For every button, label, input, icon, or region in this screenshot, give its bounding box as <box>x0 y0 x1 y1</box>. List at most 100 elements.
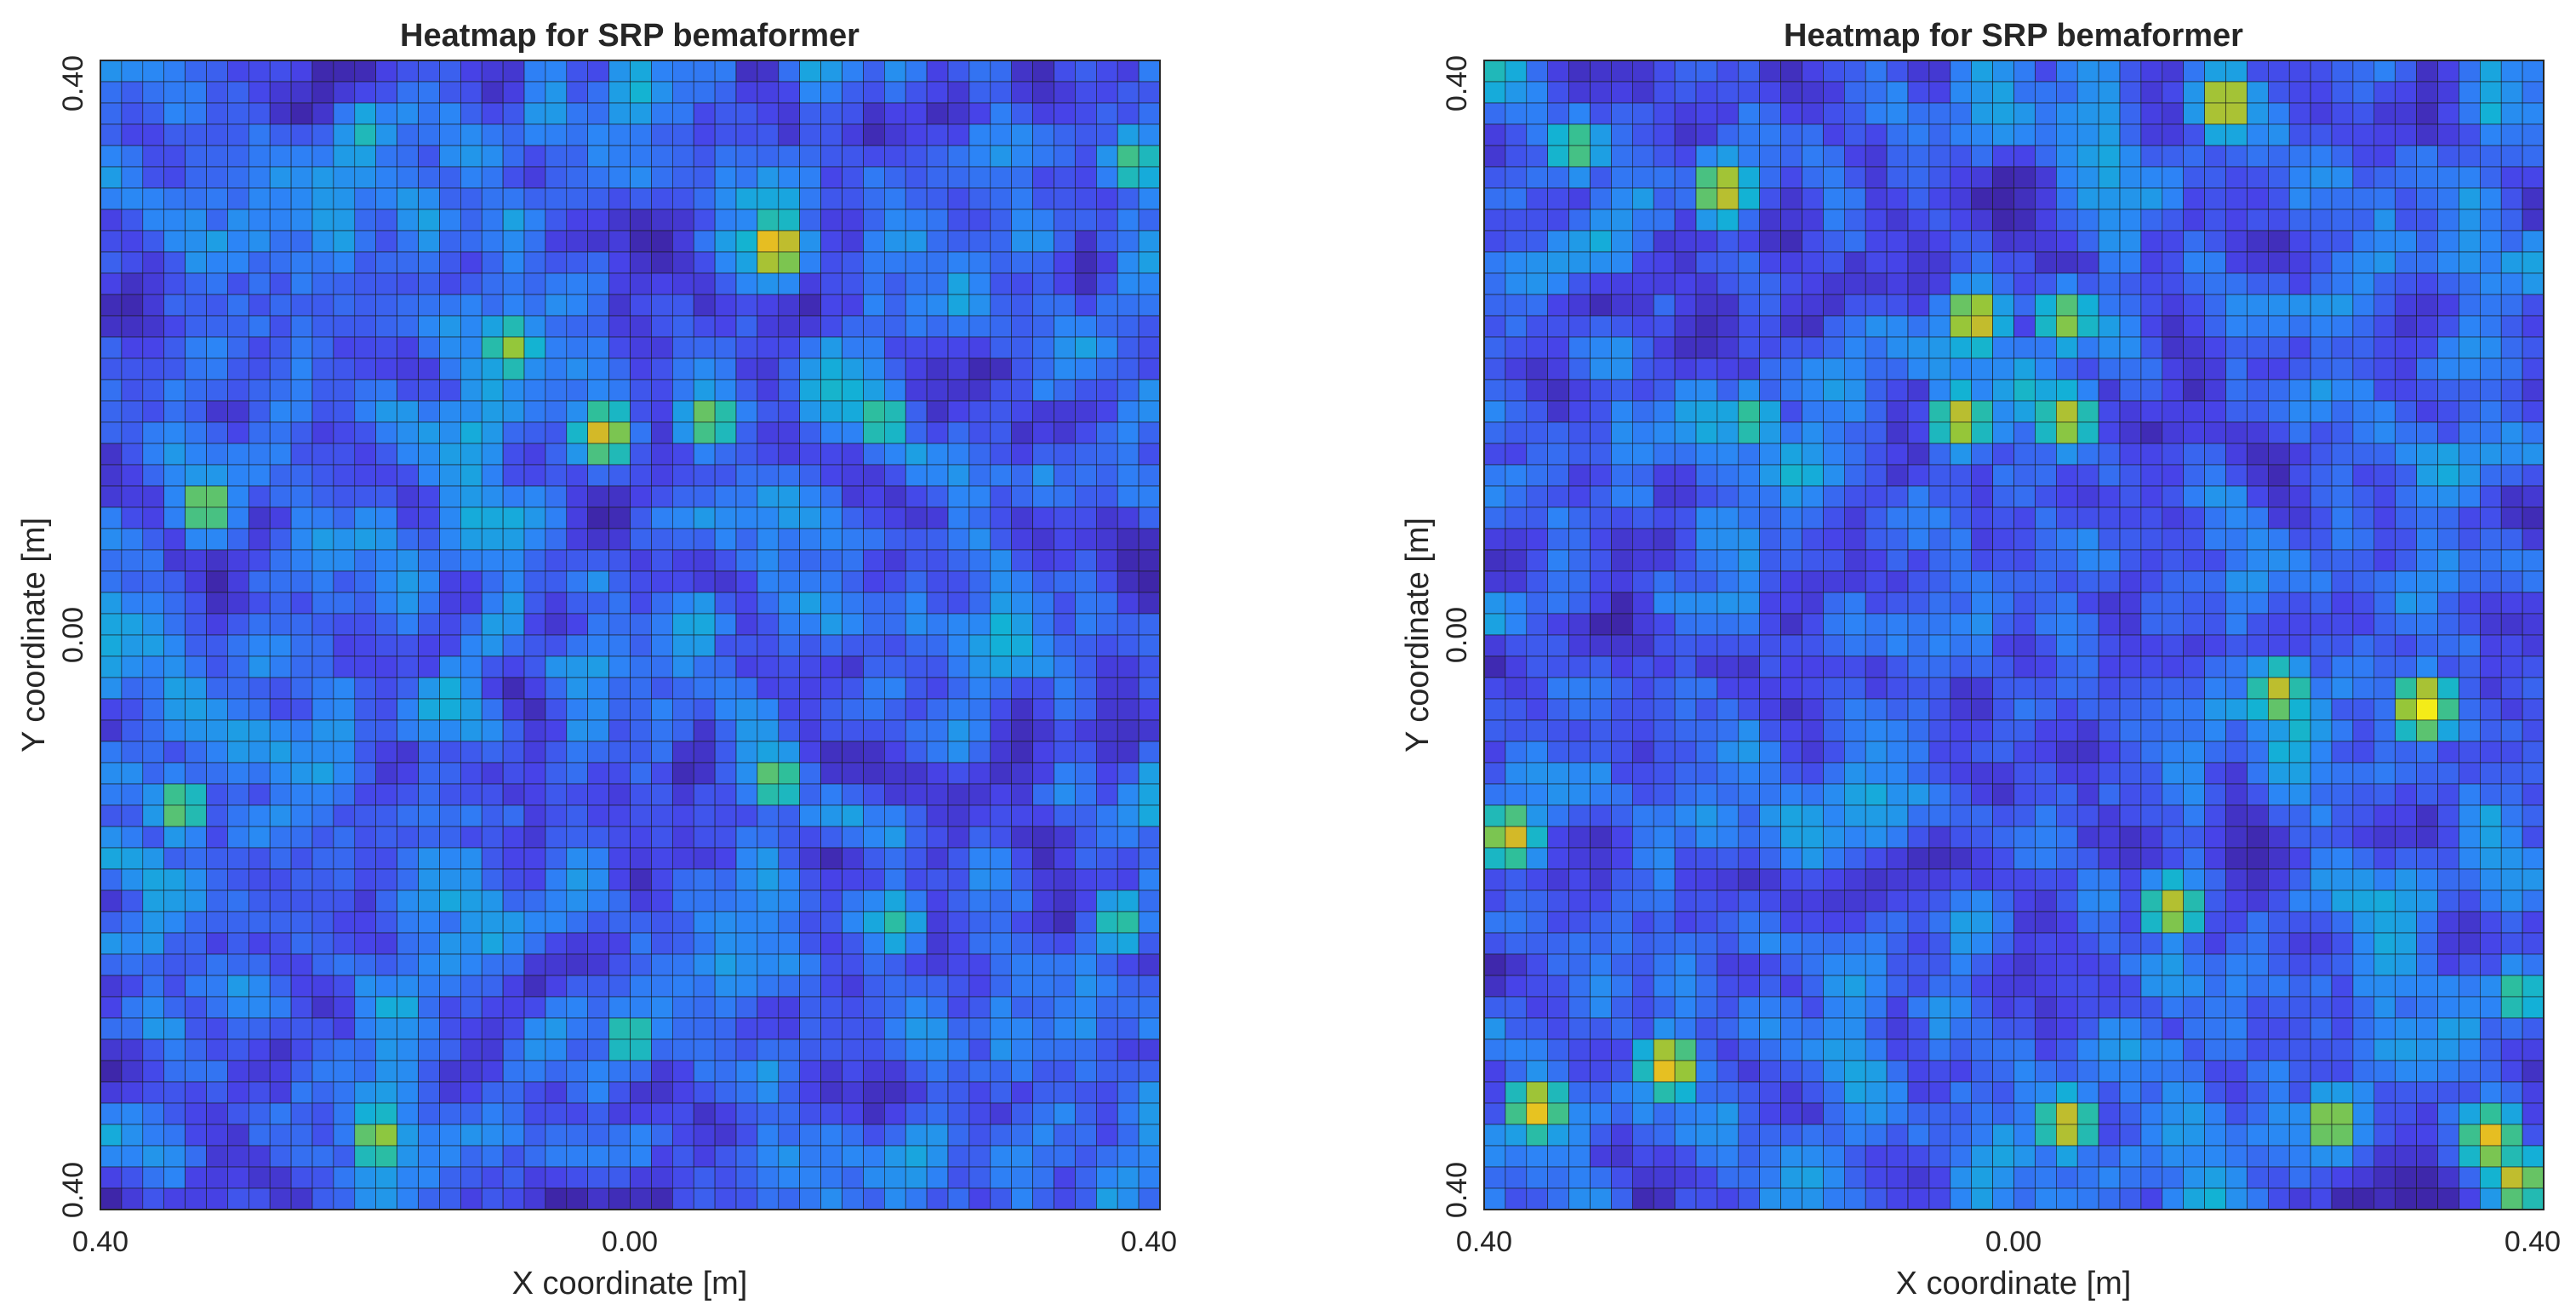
heatmap-cell <box>439 485 461 508</box>
heatmap-cell <box>185 464 207 487</box>
heatmap-cell <box>1632 166 1654 189</box>
heatmap-cell <box>290 996 313 1019</box>
heatmap-cell <box>2183 315 2205 338</box>
heatmap-cell <box>1886 485 1909 508</box>
heatmap-cell <box>1844 123 1866 146</box>
heatmap-cell <box>1653 975 1676 998</box>
heatmap-cell <box>820 1124 842 1147</box>
heatmap-cell <box>842 804 864 827</box>
heatmap-cell <box>799 123 821 146</box>
heatmap-cell <box>418 485 440 508</box>
heatmap-cell <box>2247 166 2269 189</box>
heatmap-cell <box>799 421 821 444</box>
heatmap-cell <box>439 890 461 912</box>
heatmap-cell <box>1674 613 1697 636</box>
heatmap-cell <box>2056 123 2078 146</box>
heatmap-cell <box>1928 890 1951 912</box>
heatmap-cell <box>1823 336 1845 359</box>
heatmap-cell <box>1844 294 1866 317</box>
heatmap-cell <box>2247 613 2269 636</box>
heatmap-cell <box>735 209 758 232</box>
heatmap-cell <box>2119 677 2142 700</box>
heatmap-cell <box>1695 358 1718 380</box>
heatmap-cell <box>418 315 440 338</box>
heatmap-cell <box>1695 847 1718 870</box>
heatmap-cell <box>1823 294 1845 317</box>
heatmap-cell <box>905 1017 928 1040</box>
heatmap-cell <box>1695 251 1718 274</box>
heatmap-cell <box>439 975 461 998</box>
heatmap-cell <box>566 634 588 657</box>
heatmap-cell <box>1117 145 1139 168</box>
heatmap-cell <box>1011 1187 1033 1210</box>
heatmap-cell <box>1674 443 1697 466</box>
heatmap-cell <box>460 464 483 487</box>
heatmap-cell <box>2183 506 2205 529</box>
heatmap-cell <box>121 953 144 976</box>
heatmap-cell <box>1117 81 1139 104</box>
heatmap-cell <box>1674 655 1697 678</box>
heatmap-cell <box>1075 187 1097 210</box>
heatmap-cell <box>799 592 821 615</box>
heatmap-cell <box>1011 570 1033 593</box>
heatmap-cell <box>1117 953 1139 976</box>
heatmap-cell <box>523 1145 546 1168</box>
heatmap-cell <box>1117 975 1139 998</box>
heatmap-cell <box>481 187 504 210</box>
heatmap-cell <box>481 932 504 955</box>
heatmap-cell <box>2416 251 2438 274</box>
heatmap-cell <box>693 1187 716 1210</box>
heatmap-cell <box>460 528 483 551</box>
heatmap-cell <box>2076 847 2099 870</box>
heatmap-cell <box>1505 868 1528 891</box>
heatmap-cell <box>608 1124 631 1147</box>
heatmap-cell <box>693 485 716 508</box>
heatmap-cell <box>2437 911 2459 934</box>
heatmap-cell <box>714 421 737 444</box>
heatmap-cell <box>227 528 249 551</box>
heatmap-cell <box>1526 911 1549 934</box>
heatmap-cell <box>2480 826 2502 849</box>
heatmap-cell <box>1075 592 1097 615</box>
heatmap-cell <box>2331 294 2354 317</box>
heatmap-cell <box>2140 719 2163 742</box>
heatmap-cell <box>248 294 271 317</box>
heatmap-cell <box>269 464 292 487</box>
heatmap-cell <box>375 400 397 423</box>
heatmap-cell <box>1992 634 2014 657</box>
heatmap-cell <box>1716 826 1739 849</box>
heatmap-panel-right: Heatmap for SRP bemaformer X coordinate … <box>1400 18 2561 1301</box>
heatmap-cell <box>968 698 991 721</box>
heatmap-cell <box>502 975 525 998</box>
heatmap-cell <box>778 1060 800 1083</box>
heatmap-cell <box>2268 783 2290 806</box>
heatmap-cell <box>2162 634 2185 657</box>
heatmap-cell <box>1483 272 1506 295</box>
heatmap-cell <box>1568 336 1591 359</box>
heatmap-cell <box>502 209 525 232</box>
heatmap-cell <box>418 719 440 742</box>
heatmap-cell <box>375 1081 397 1104</box>
heatmap-cell <box>735 996 758 1019</box>
heatmap-cell <box>502 804 525 827</box>
heatmap-cell <box>2204 60 2226 83</box>
heatmap-cell <box>1590 762 1612 785</box>
heatmap-cell <box>1950 826 1973 849</box>
heatmap-cell <box>990 655 1013 678</box>
heatmap-cell <box>290 1166 313 1189</box>
heatmap-cell <box>2480 911 2502 934</box>
heatmap-cell <box>2013 613 2036 636</box>
heatmap-cell <box>545 315 568 338</box>
heatmap-cell <box>2183 528 2205 551</box>
heatmap-cell <box>2225 421 2248 444</box>
heatmap-cell <box>1590 847 1612 870</box>
heatmap-cell <box>671 1145 694 1168</box>
heatmap-cell <box>820 60 842 83</box>
heatmap-cell <box>1032 655 1054 678</box>
heatmap-cell <box>1886 698 1909 721</box>
heatmap-cell <box>142 868 165 891</box>
heatmap-cell <box>2225 123 2248 146</box>
heatmap-cell <box>2437 358 2459 380</box>
heatmap-cell <box>100 187 123 210</box>
heatmap-cell <box>545 528 568 551</box>
